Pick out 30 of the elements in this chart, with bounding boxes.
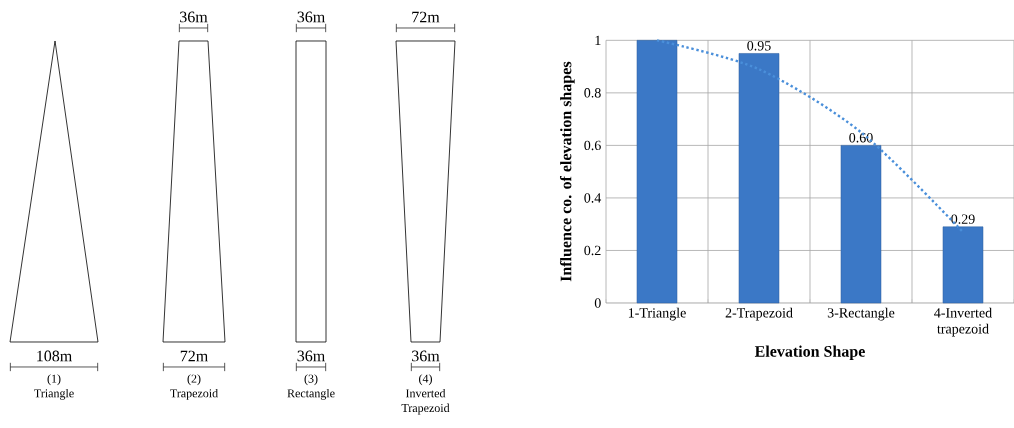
category-label: (1) Triangle — [34, 374, 74, 400]
x-tick-label: 1-Triangle — [628, 307, 686, 321]
category-label: (4) Inverted Trapezoid — [401, 374, 450, 415]
y-tick-label: 0.4 — [584, 193, 602, 203]
text: 72m — [412, 11, 440, 23]
bar — [942, 226, 984, 304]
text: 108m — [37, 350, 72, 362]
text: 36m — [412, 350, 440, 362]
y-tick-label: 0.6 — [584, 140, 601, 151]
x-tick-label: 3-Rectangle — [827, 307, 895, 321]
data-label: 0.60 — [849, 132, 873, 143]
y-tick-label: 0.8 — [584, 88, 601, 98]
x-tick-label: 2-Trapezoid — [725, 307, 793, 321]
bar — [636, 40, 678, 304]
bar — [840, 145, 882, 304]
text: 36m — [297, 350, 325, 362]
text: 36m — [180, 11, 208, 23]
data-label: 0.95 — [747, 41, 771, 51]
text: 36m — [297, 11, 325, 23]
category-label: (3) Rectangle — [287, 374, 335, 400]
bar — [738, 53, 780, 304]
y-tick-label: 1 — [595, 35, 601, 45]
y-tick-label: 0.2 — [584, 245, 601, 256]
x-axis-title: Elevation Shape — [754, 345, 865, 361]
text: 72m — [180, 350, 208, 362]
data-label: 0.29 — [951, 214, 975, 224]
y-axis-title: Influence co. of elevation shapes — [559, 61, 575, 282]
category-label: (2) Trapezoid — [170, 374, 218, 400]
x-tick-label: 4-Inverted trapezoid — [934, 307, 992, 337]
y-tick-label: 0 — [594, 298, 601, 308]
